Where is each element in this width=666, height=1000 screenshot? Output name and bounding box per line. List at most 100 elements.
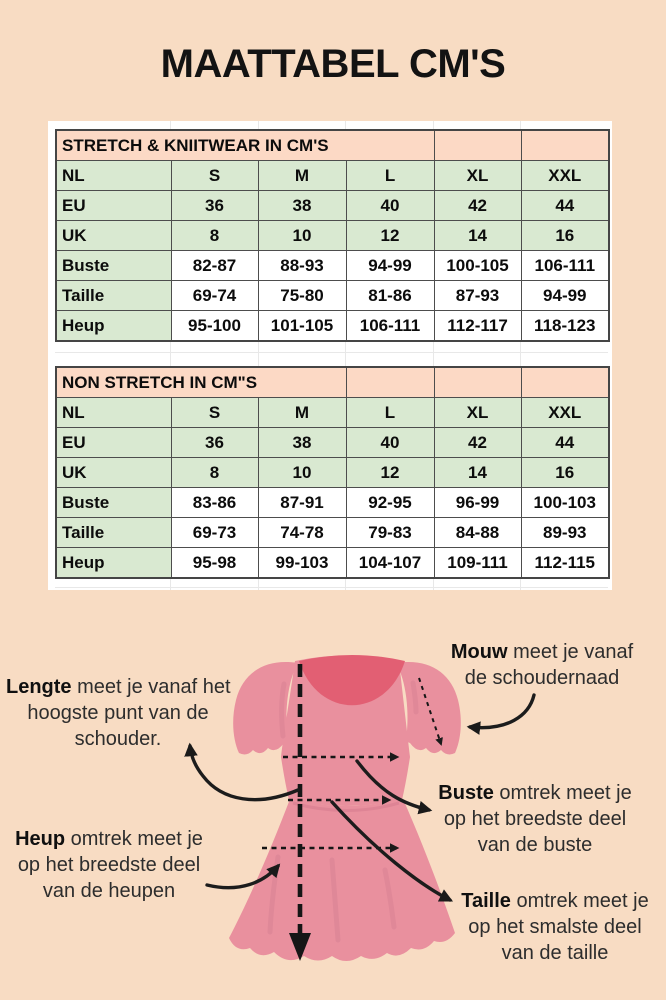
- cell: 44: [520, 190, 610, 221]
- note-keyword: Heup: [15, 828, 66, 850]
- cell: 96-99: [433, 487, 522, 518]
- table-header-row: STRETCH & KNIITWEAR IN CM'S: [55, 129, 610, 161]
- note-line: Mouw meet je vanaf: [450, 641, 634, 663]
- cell: XXL: [520, 397, 610, 428]
- note-line: op het smalste deel: [468, 916, 642, 938]
- note-lengte: Lengte meet je vanaf het hoogste punt va…: [6, 674, 231, 752]
- taille-arrow: [330, 800, 454, 902]
- table-row: EU 36 38 40 42 44: [55, 190, 610, 221]
- row-label: Heup: [55, 310, 172, 342]
- table-row: EU 36 38 40 42 44: [55, 427, 610, 458]
- cell: 118-123: [520, 310, 610, 342]
- note-line: van de buste: [477, 834, 593, 856]
- note-line: op het breedste deel: [17, 854, 201, 876]
- cell: 8: [170, 220, 259, 251]
- cell: 84-88: [433, 517, 522, 548]
- note-heup: Heup omtrek meet je op het breedste deel…: [2, 826, 216, 904]
- table-header-row: NON STRETCH IN CM"S: [55, 366, 610, 398]
- pointer-arrows: [184, 693, 536, 902]
- cell: L: [345, 397, 435, 428]
- cell: 79-83: [345, 517, 435, 548]
- note-line: Taille omtrek meet je: [461, 890, 649, 912]
- cell: M: [257, 160, 347, 191]
- cell: 40: [345, 427, 435, 458]
- cell: 69-73: [170, 517, 259, 548]
- table-row: UK 8 10 12 14 16: [55, 220, 610, 251]
- cell: 112-115: [520, 547, 610, 579]
- row-label: Buste: [55, 487, 172, 518]
- lengte-arrow: [184, 742, 300, 802]
- stretch-knitwear-table: STRETCH & KNIITWEAR IN CM'S NL S M L XL …: [55, 129, 611, 342]
- note-line: hoogste punt van de: [27, 702, 209, 724]
- note-line: op het breedste deel: [443, 808, 627, 830]
- cell: 42: [433, 427, 522, 458]
- row-label: NL: [55, 160, 172, 191]
- non-stretch-table: NON STRETCH IN CM"S NL S M L XL XXL EU 3…: [55, 366, 610, 579]
- cell: XL: [433, 397, 522, 428]
- table-row: Taille 69-73 74-78 79-83 84-88 89-93: [55, 517, 610, 548]
- note-keyword: Taille: [461, 890, 511, 912]
- table-row: NL S M L XL XXL: [55, 397, 610, 428]
- length-line-arrowhead: [289, 933, 311, 961]
- buste-arrow: [355, 759, 433, 815]
- cell: 82-87: [170, 250, 259, 281]
- note-line: van de heupen: [42, 880, 176, 902]
- row-label: Taille: [55, 280, 172, 311]
- note-mouw: Mouw meet je vanaf de schoudernaad: [426, 639, 658, 691]
- note-line: Buste omtrek meet je: [438, 782, 632, 804]
- table-row: UK 8 10 12 14 16: [55, 457, 610, 488]
- mouw-arrow: [466, 693, 536, 735]
- gridline: [55, 587, 608, 588]
- cell: 69-74: [170, 280, 259, 311]
- cell: 8: [170, 457, 259, 488]
- table-row: Heup 95-100 101-105 106-111 112-117 118-…: [55, 310, 610, 342]
- table-row: Buste 82-87 88-93 94-99 100-105 106-111: [55, 250, 610, 281]
- cell: 12: [345, 220, 435, 251]
- sleeve-line: [418, 677, 443, 746]
- cell: 106-111: [345, 310, 435, 342]
- measurement-lines: [262, 664, 443, 961]
- cell: 36: [170, 427, 259, 458]
- cell: 12: [345, 457, 435, 488]
- table-title-cell: NON STRETCH IN CM"S: [55, 366, 347, 398]
- note-line: van de taille: [501, 942, 609, 964]
- cell: 112-117: [433, 310, 522, 342]
- cell: 81-86: [345, 280, 435, 311]
- cell: S: [170, 160, 259, 191]
- empty-header-cell: [520, 129, 610, 161]
- cell: 14: [433, 220, 522, 251]
- gridline: [258, 121, 259, 590]
- cell: 36: [170, 190, 259, 221]
- table-title-cell: STRETCH & KNIITWEAR IN CM'S: [55, 129, 435, 161]
- note-line: schouder.: [74, 728, 162, 750]
- note-taille: Taille omtrek meet je op het smalste dee…: [447, 888, 663, 966]
- empty-header-cell: [433, 129, 522, 161]
- note-line: Heup omtrek meet je: [15, 828, 203, 850]
- cell: M: [257, 397, 347, 428]
- cell: 42: [433, 190, 522, 221]
- cell: 88-93: [257, 250, 347, 281]
- cell: 94-99: [520, 280, 610, 311]
- gridline: [345, 121, 346, 590]
- page-title: MAATTABEL CM'S: [160, 42, 506, 86]
- dress-neckline: [299, 655, 405, 706]
- cell: XXL: [520, 160, 610, 191]
- cell: 100-105: [433, 250, 522, 281]
- row-label: EU: [55, 427, 172, 458]
- cell: 100-103: [520, 487, 610, 518]
- cell: 16: [520, 220, 610, 251]
- row-label: Heup: [55, 547, 172, 579]
- note-keyword: Mouw: [450, 641, 508, 663]
- cell: 87-91: [257, 487, 347, 518]
- empty-header-cell: [345, 366, 435, 398]
- cell: XL: [433, 160, 522, 191]
- cell: L: [345, 160, 435, 191]
- note-keyword: Buste: [438, 782, 494, 804]
- row-label: EU: [55, 190, 172, 221]
- heup-arrow: [205, 863, 281, 890]
- row-label: Buste: [55, 250, 172, 281]
- note-keyword: Lengte: [6, 676, 72, 698]
- cell: 92-95: [345, 487, 435, 518]
- table-row: NL S M L XL XXL: [55, 160, 610, 191]
